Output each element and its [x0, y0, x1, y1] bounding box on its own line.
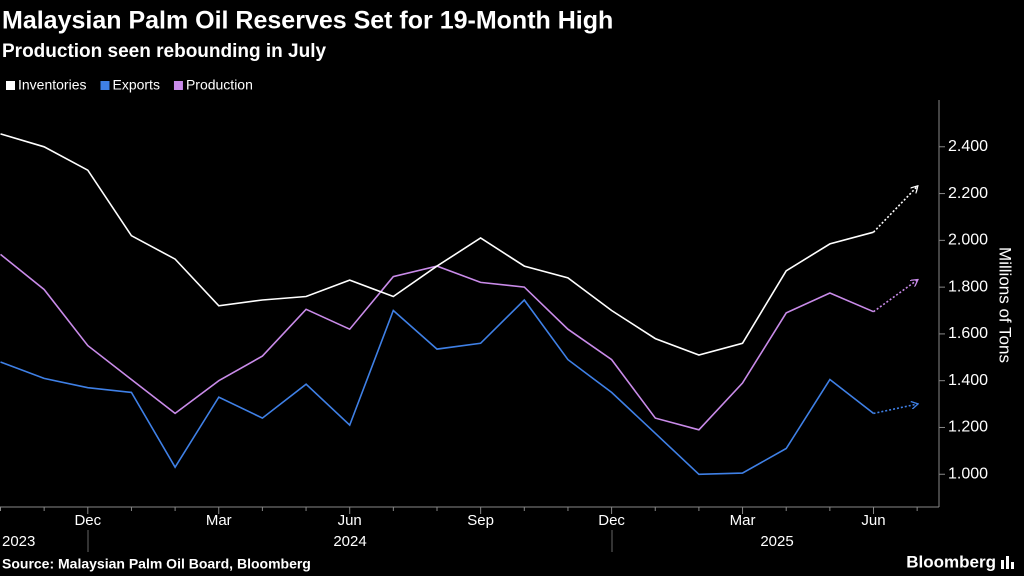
y-tick-label: 1.200	[948, 419, 988, 436]
y-tick-label: 2.000	[948, 232, 988, 249]
chart-subtitle: Production seen rebounding in July	[2, 41, 327, 62]
legend-swatch	[173, 81, 183, 90]
legend-label: Inventories	[18, 77, 86, 93]
x-tick-label: Dec	[74, 512, 101, 529]
forecast-line	[873, 404, 918, 415]
legend-swatch	[100, 81, 110, 90]
year-label: 2023	[2, 533, 35, 550]
legend-label: Exports	[112, 77, 159, 93]
x-tick-label: Jun	[861, 512, 885, 529]
y-tick-label: 2.400	[948, 138, 988, 155]
y-tick-label: 2.200	[948, 185, 988, 202]
legend-label: Production	[186, 77, 253, 93]
legend-swatch	[6, 81, 15, 90]
x-tick-label: Sep	[467, 512, 494, 529]
chart-title: Malaysian Palm Oil Reserves Set for 19-M…	[2, 7, 613, 35]
y-tick-label: 1.400	[948, 372, 988, 389]
x-tick-label: Mar	[206, 512, 232, 529]
year-label: 2025	[760, 533, 793, 550]
y-tick-label: 1.600	[948, 325, 988, 342]
y-axis-label: Millions of Tons	[996, 247, 1015, 363]
y-tick-label: 1.800	[948, 278, 988, 295]
y-tick-label: 1.000	[948, 465, 988, 482]
series-line	[0, 298, 874, 476]
forecast-line	[872, 187, 918, 233]
x-tick-label: Jun	[338, 512, 362, 529]
source: Source: Malaysian Palm Oil Board, Bloomb…	[2, 556, 311, 572]
forecast-line	[873, 280, 918, 313]
x-tick-label: Mar	[730, 512, 756, 529]
brand-icon	[1001, 556, 1014, 569]
year-label: 2024	[333, 533, 366, 550]
x-tick-label: Dec	[598, 512, 625, 529]
series-line	[0, 133, 874, 356]
brand: Bloomberg	[906, 552, 996, 571]
